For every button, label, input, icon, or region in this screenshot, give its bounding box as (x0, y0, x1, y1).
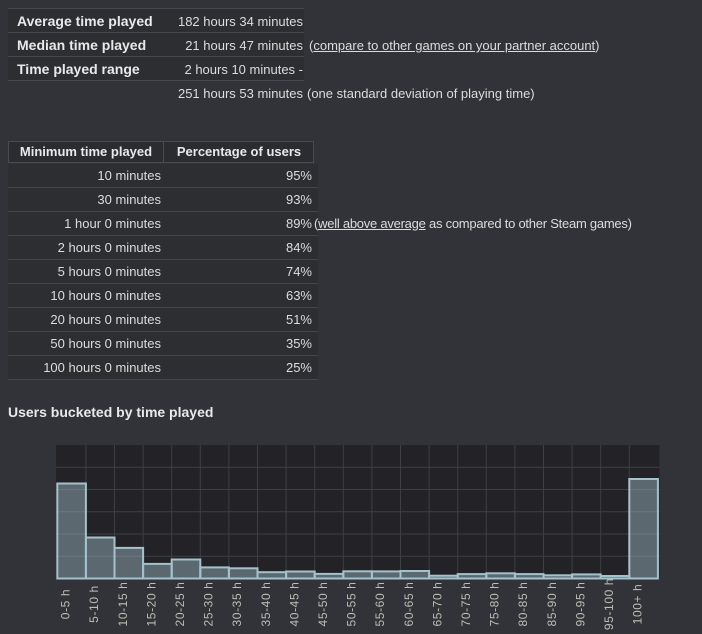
svg-text:65-70 h: 65-70 h (430, 582, 444, 627)
svg-text:50-55 h: 50-55 h (345, 582, 359, 627)
svg-text:95-100 h: 95-100 h (602, 578, 616, 630)
svg-text:70-75 h: 70-75 h (459, 582, 473, 627)
svg-text:10-15 h: 10-15 h (116, 582, 130, 627)
svg-text:55-60 h: 55-60 h (373, 582, 387, 627)
svg-text:100+ h: 100+ h (631, 584, 645, 625)
svg-text:20-25 h: 20-25 h (173, 582, 187, 627)
svg-text:30-35 h: 30-35 h (230, 582, 244, 627)
svg-text:85-90 h: 85-90 h (545, 582, 559, 627)
svg-text:25-30 h: 25-30 h (202, 582, 216, 627)
svg-text:45-50 h: 45-50 h (316, 582, 330, 627)
svg-text:40-45 h: 40-45 h (287, 582, 301, 627)
svg-text:35-40 h: 35-40 h (259, 582, 273, 627)
svg-text:60-65 h: 60-65 h (402, 582, 416, 627)
svg-text:0-5 h: 0-5 h (59, 589, 73, 619)
svg-text:75-80 h: 75-80 h (488, 582, 502, 627)
svg-text:90-95 h: 90-95 h (573, 582, 587, 627)
svg-text:15-20 h: 15-20 h (144, 582, 158, 627)
svg-text:80-85 h: 80-85 h (516, 582, 530, 627)
svg-text:5-10 h: 5-10 h (87, 585, 101, 623)
